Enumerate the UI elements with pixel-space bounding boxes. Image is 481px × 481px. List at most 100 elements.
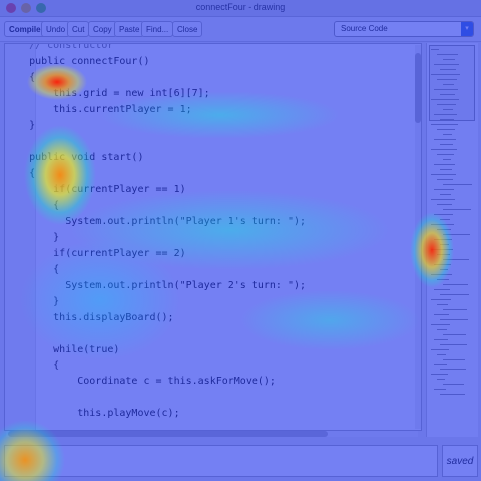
code-line[interactable]: this.grid = new int[6][7];: [5, 88, 210, 99]
minimap-line: [443, 309, 467, 310]
code-line[interactable]: while(true): [5, 344, 120, 355]
minimap-line: [443, 109, 453, 110]
minimap-line: [437, 154, 454, 155]
minimap-line: [443, 134, 452, 135]
minimap-line: [443, 209, 471, 210]
minimap-line: [443, 334, 466, 335]
code-area[interactable]: // constructor public connectFour() { th…: [5, 44, 421, 430]
minimap-line: [434, 139, 456, 140]
minimap-line: [437, 229, 451, 230]
code-line[interactable]: this.displayBoard();: [5, 312, 174, 323]
vertical-scroll-thumb[interactable]: [415, 53, 421, 123]
minimap-line: [431, 374, 448, 375]
minimap-line: [443, 59, 455, 60]
minimap-line: [437, 254, 450, 255]
copy-button[interactable]: Copy: [88, 21, 117, 37]
code-line[interactable]: if(currentPlayer == 2): [5, 248, 186, 259]
close-button[interactable]: Close: [172, 21, 203, 37]
minimap-line: [434, 64, 459, 65]
code-line[interactable]: if(currentPlayer == 1): [5, 184, 186, 195]
minimap-line: [437, 179, 453, 180]
code-line[interactable]: public void start(): [5, 152, 144, 163]
code-line[interactable]: }: [5, 232, 60, 243]
title-bar: connectFour - drawing: [0, 0, 481, 17]
minimap-line: [434, 264, 451, 265]
minimap-line: [431, 299, 451, 300]
window-title: connectFour - drawing: [195, 2, 286, 12]
cut-button[interactable]: Cut: [67, 21, 90, 37]
minimap-line: [440, 69, 456, 70]
minimap-line: [431, 74, 460, 75]
code-line[interactable]: {: [5, 360, 60, 371]
minimap-line: [431, 274, 452, 275]
code-line[interactable]: System.out.println("Player 2's turn: ");: [5, 280, 307, 291]
minimap-line: [431, 174, 456, 175]
minimap-line: [440, 169, 452, 170]
minimap-line: [431, 324, 450, 325]
minimap-line: [434, 114, 457, 115]
minimap-line: [437, 129, 455, 130]
minimap-line: [440, 344, 467, 345]
paste-button[interactable]: Paste: [114, 21, 145, 37]
code-editor[interactable]: // constructor public connectFour() { th…: [4, 43, 422, 431]
minimap-line: [443, 384, 464, 385]
view-select-value: Source Code: [341, 24, 388, 33]
minimap-line: [434, 164, 455, 165]
code-line[interactable]: {: [5, 72, 36, 83]
minimap-line: [431, 199, 455, 200]
minimap-line: [440, 269, 448, 270]
code-line[interactable]: this.playMove(c);: [5, 408, 180, 419]
code-line[interactable]: [5, 326, 421, 342]
view-select[interactable]: Source Code ▾: [334, 21, 474, 37]
code-line[interactable]: }: [5, 296, 60, 307]
minimap-line: [443, 359, 465, 360]
chevron-down-icon: ▾: [461, 22, 473, 36]
code-line[interactable]: public connectFour(): [5, 56, 150, 67]
minimap-line: [434, 364, 447, 365]
minimap-line: [437, 379, 445, 380]
minimap-line: [440, 94, 455, 95]
code-line[interactable]: {: [5, 168, 36, 179]
minimap-line: [431, 124, 458, 125]
minimap-line: [443, 284, 468, 285]
minimap-line: [443, 159, 451, 160]
horizontal-scrollbar[interactable]: [6, 431, 418, 437]
vertical-scrollbar[interactable]: [415, 45, 421, 429]
message-area: [4, 445, 438, 477]
code-minimap[interactable]: [426, 43, 478, 437]
minimap-line: [437, 304, 448, 305]
minimap-line: [434, 339, 448, 340]
minimap-line: [431, 149, 457, 150]
save-status: saved: [442, 445, 478, 477]
code-line[interactable]: [5, 134, 421, 150]
compile-button[interactable]: Compile: [4, 21, 46, 37]
minimap-line: [437, 354, 446, 355]
minimap-line: [434, 289, 450, 290]
code-line[interactable]: {: [5, 264, 60, 275]
minimap-line: [431, 349, 449, 350]
minimap-line: [440, 219, 450, 220]
code-line[interactable]: Coordinate c = this.askForMove();: [5, 376, 276, 387]
minimap-line: [437, 54, 458, 55]
horizontal-scroll-thumb[interactable]: [8, 431, 328, 437]
minimap-line: [431, 224, 454, 225]
code-line[interactable]: this.currentPlayer = 1;: [5, 104, 192, 115]
minimap-line: [440, 194, 451, 195]
toolbar: Compile Undo Cut Copy Paste Find... Clos…: [0, 17, 481, 42]
undo-button[interactable]: Undo: [41, 21, 71, 37]
minimap-line: [434, 314, 449, 315]
code-line[interactable]: System.out.println("Player 1's turn: ");: [5, 216, 307, 227]
minimap-line: [434, 389, 446, 390]
minimap-line: [440, 394, 465, 395]
code-line[interactable]: [5, 390, 421, 406]
minimap-line: [431, 49, 439, 50]
minimap-line: [437, 204, 452, 205]
code-line[interactable]: }: [5, 120, 36, 131]
code-line[interactable]: {: [5, 200, 60, 211]
minimap-line: [437, 79, 457, 80]
minimap-line: [440, 244, 449, 245]
code-line[interactable]: // constructor: [5, 43, 114, 51]
minimap-line: [443, 234, 470, 235]
find-button[interactable]: Find...: [141, 21, 174, 37]
minimap-line: [431, 99, 459, 100]
